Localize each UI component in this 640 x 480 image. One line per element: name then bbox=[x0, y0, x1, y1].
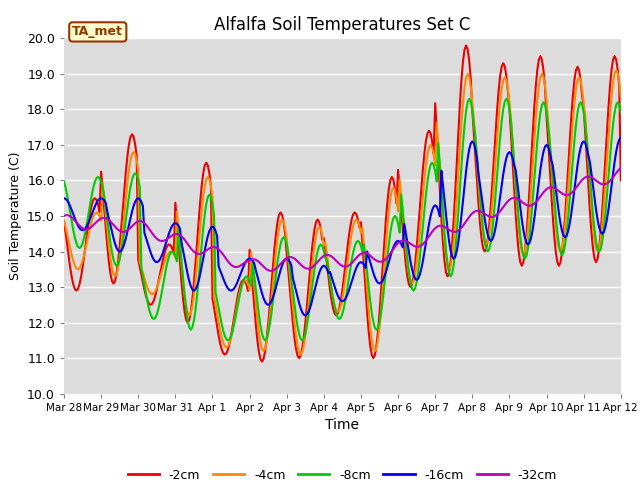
-4cm bbox=[76, 265, 83, 271]
-32cm bbox=[410, 243, 417, 249]
-4cm bbox=[60, 218, 68, 224]
-2cm bbox=[76, 282, 83, 288]
-4cm bbox=[550, 205, 558, 211]
-4cm bbox=[297, 352, 305, 358]
Line: -4cm: -4cm bbox=[64, 71, 621, 355]
-2cm bbox=[552, 250, 559, 255]
-2cm bbox=[164, 242, 172, 248]
Line: -2cm: -2cm bbox=[64, 46, 621, 361]
-32cm bbox=[397, 238, 405, 244]
-2cm bbox=[60, 218, 68, 224]
Y-axis label: Soil Temperature (C): Soil Temperature (C) bbox=[8, 152, 22, 280]
-4cm bbox=[612, 68, 620, 73]
-8cm bbox=[465, 96, 473, 102]
-4cm bbox=[410, 278, 417, 284]
-32cm bbox=[60, 213, 68, 219]
-2cm bbox=[617, 178, 625, 183]
-4cm bbox=[397, 193, 405, 199]
-8cm bbox=[164, 259, 172, 264]
-16cm bbox=[397, 241, 405, 247]
X-axis label: Time: Time bbox=[325, 418, 360, 432]
Line: -32cm: -32cm bbox=[64, 168, 621, 271]
-4cm bbox=[164, 252, 172, 257]
-8cm bbox=[410, 288, 417, 293]
Text: TA_met: TA_met bbox=[72, 25, 124, 38]
-8cm bbox=[76, 245, 83, 251]
-16cm bbox=[617, 135, 625, 141]
-32cm bbox=[76, 223, 83, 228]
-16cm bbox=[164, 235, 172, 240]
Line: -16cm: -16cm bbox=[64, 138, 621, 315]
-16cm bbox=[76, 225, 83, 231]
Title: Alfalfa Soil Temperatures Set C: Alfalfa Soil Temperatures Set C bbox=[214, 16, 470, 34]
-16cm bbox=[301, 312, 309, 318]
-2cm bbox=[462, 43, 470, 48]
-2cm bbox=[258, 359, 266, 364]
-32cm bbox=[379, 258, 387, 264]
-8cm bbox=[379, 299, 387, 304]
-16cm bbox=[60, 195, 68, 201]
-8cm bbox=[224, 337, 232, 343]
-4cm bbox=[617, 94, 625, 100]
-32cm bbox=[164, 236, 172, 241]
-2cm bbox=[410, 274, 417, 279]
-32cm bbox=[268, 268, 275, 274]
-8cm bbox=[552, 214, 559, 220]
-8cm bbox=[617, 109, 625, 115]
-8cm bbox=[60, 179, 68, 185]
-2cm bbox=[397, 206, 405, 212]
-32cm bbox=[617, 165, 625, 171]
-32cm bbox=[550, 185, 558, 191]
-2cm bbox=[379, 264, 387, 270]
-16cm bbox=[410, 272, 417, 278]
Legend: -2cm, -4cm, -8cm, -16cm, -32cm: -2cm, -4cm, -8cm, -16cm, -32cm bbox=[123, 464, 562, 480]
-16cm bbox=[550, 174, 558, 180]
-4cm bbox=[379, 288, 387, 293]
Line: -8cm: -8cm bbox=[64, 99, 621, 340]
-16cm bbox=[379, 278, 387, 284]
-8cm bbox=[397, 192, 405, 198]
